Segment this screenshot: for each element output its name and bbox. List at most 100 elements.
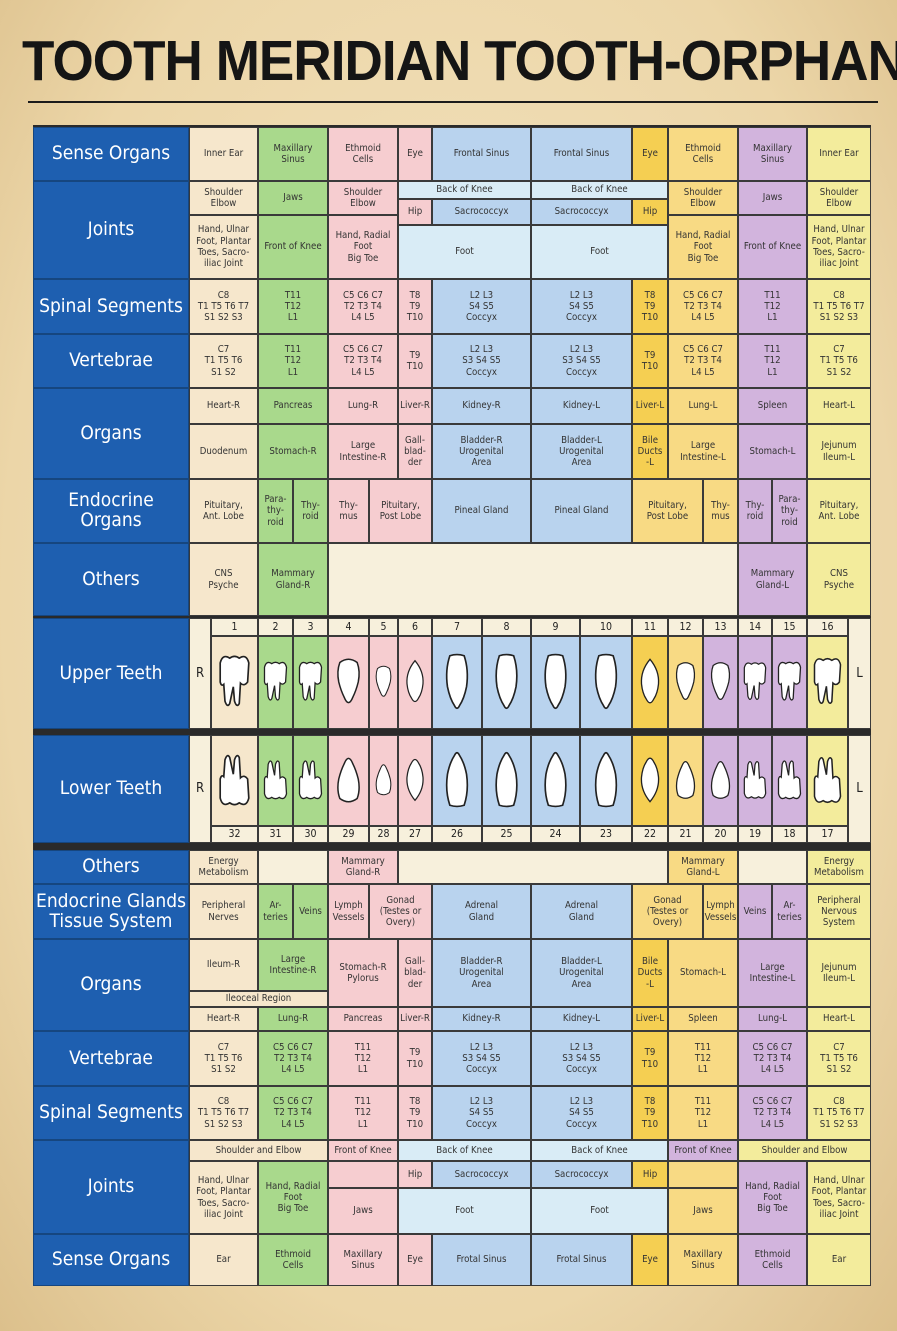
cell-v-t-9: T11 T12 L1 bbox=[738, 334, 807, 388]
cell-e-t-7: Pineal Gland bbox=[531, 479, 632, 543]
lower-tooth-icon bbox=[772, 735, 807, 826]
cell-ot-b-1: Energy Metabolism bbox=[189, 850, 258, 884]
cell-j-t-8: Shoulder Elbow bbox=[807, 181, 871, 215]
row-label-vertebrae-top: Vertebrae bbox=[33, 334, 189, 388]
cell-o-t-2: Pancreas bbox=[258, 388, 328, 424]
cell-e-b-5: Gonad (Testes or Overy) bbox=[369, 884, 432, 939]
cell-o-t-3: Lung-R bbox=[328, 388, 398, 424]
row-label-others-bottom: Others bbox=[33, 850, 189, 884]
cell-so-b-4: Eye bbox=[398, 1234, 432, 1286]
row-label-organs-bottom: Organs bbox=[33, 939, 189, 1031]
cell-e-t-4: Thy- mus bbox=[328, 479, 369, 543]
cell-s-b-10: C8 T1 T5 T6 T7 S1 S2 S3 bbox=[807, 1086, 871, 1140]
cell-j-b-6: Shoulder and Elbow bbox=[738, 1140, 871, 1161]
lower-tooth-icon bbox=[632, 735, 668, 826]
cell-j-t-11: Sacrococcyx bbox=[531, 199, 632, 225]
cell-o-b-6: Bladder-L Urogenital Area bbox=[531, 939, 632, 1007]
upper-tooth-icon bbox=[531, 636, 580, 729]
others-bottom-blank-2 bbox=[398, 850, 668, 884]
upper-tooth-number: 12 bbox=[668, 618, 703, 636]
tooth-meridian-table: Sense Organs Inner Ear Maxillary Sinus Ethm… bbox=[33, 125, 871, 1286]
cell-j-t-2: Jaws bbox=[258, 181, 328, 215]
cell-j-t-4: Back of Knee bbox=[398, 181, 531, 199]
upper-tooth-icon bbox=[668, 636, 703, 729]
cell-j-b-8: Sacrococcyx bbox=[432, 1161, 531, 1188]
cell-o-t-1: Heart-R bbox=[189, 388, 258, 424]
lower-tooth-number: 17 bbox=[807, 826, 848, 843]
cell-o-t-5: Kidney-R bbox=[432, 388, 531, 424]
upper-left-marker: L bbox=[848, 618, 871, 729]
lower-tooth-icon bbox=[531, 735, 580, 826]
upper-right-marker: R bbox=[189, 618, 211, 729]
row-label-organs-top: Organs bbox=[33, 388, 189, 479]
cell-j-t-19: Front of Knee bbox=[738, 215, 807, 279]
cell-o-b-2: Large Intestine-R bbox=[258, 939, 328, 991]
upper-tooth-number: 5 bbox=[369, 618, 398, 636]
cell-ot-b-3: Mammary Gland-L bbox=[668, 850, 738, 884]
upper-tooth-icon bbox=[258, 636, 293, 729]
cell-v-t-5: L2 L3 S3 S4 S5 Coccyx bbox=[432, 334, 531, 388]
cell-o-t-17: Bile Ducts -L bbox=[632, 424, 668, 479]
lower-tooth-icon bbox=[328, 735, 369, 826]
cell-s-b-2: C5 C6 C7 T2 T3 T4 L4 L5 bbox=[258, 1086, 328, 1140]
cell-o-b-4: Gall- blad- der bbox=[398, 939, 432, 1007]
cell-o-b-7: Bile Ducts -L bbox=[632, 939, 668, 1007]
cell-o-b-5: Bladder-R Urogenital Area bbox=[432, 939, 531, 1007]
lower-tooth-icon bbox=[703, 735, 738, 826]
lower-tooth-icon bbox=[807, 735, 848, 826]
cell-j-t-14: Front of Knee bbox=[258, 215, 328, 279]
upper-tooth-number: 8 bbox=[482, 618, 531, 636]
lower-tooth-number: 28 bbox=[369, 826, 398, 843]
page-title: TOOTH MERIDIAN TOOTH-ORPHAN CHART bbox=[22, 29, 897, 93]
upper-tooth-number: 11 bbox=[632, 618, 668, 636]
cell-e-b-1: Peripheral Nerves bbox=[189, 884, 258, 939]
cell-so-b-2: Ethmoid Cells bbox=[258, 1234, 328, 1286]
cell-o-b-20: Lung-L bbox=[738, 1007, 807, 1031]
cell-e-b-10: Veins bbox=[738, 884, 772, 939]
cell-ot-t-2: Mammary Gland-R bbox=[258, 543, 328, 616]
cell-s-t-3: C5 C6 C7 T2 T3 T4 L4 L5 bbox=[328, 279, 398, 334]
cell-v-b-3: T11 T12 L1 bbox=[328, 1031, 398, 1086]
lower-tooth-number: 21 bbox=[668, 826, 703, 843]
cell-s-b-5: L2 L3 S4 S5 Coccyx bbox=[432, 1086, 531, 1140]
cell-o-t-15: Bladder-R Urogenital Area bbox=[432, 424, 531, 479]
row-label-joints-bottom: Joints bbox=[33, 1140, 189, 1234]
cell-v-t-2: T11 T12 L1 bbox=[258, 334, 328, 388]
cell-o-t-13: Large Intestine-R bbox=[328, 424, 398, 479]
cell-e-t-12: Pituitary, Ant. Lobe bbox=[807, 479, 871, 543]
cell-s-t-2: T11 T12 L1 bbox=[258, 279, 328, 334]
cell-s-b-3: T11 T12 L1 bbox=[328, 1086, 398, 1140]
lower-tooth-number: 18 bbox=[772, 826, 807, 843]
cell-v-b-5: L2 L3 S3 S4 S5 Coccyx bbox=[432, 1031, 531, 1086]
cell-j-t-1: Shoulder Elbow bbox=[189, 181, 258, 215]
cell-e-t-10: Thy- roid bbox=[738, 479, 772, 543]
lower-tooth-icon bbox=[211, 735, 258, 826]
cell-v-t-10: C7 T1 T5 T6 S1 S2 bbox=[807, 334, 871, 388]
cell-so-t-4: Eye bbox=[398, 127, 432, 181]
cell-j-b-17: Hand, Radial Foot Big Toe bbox=[738, 1161, 807, 1234]
cell-s-t-10: C8 T1 T5 T6 T7 S1 S2 S3 bbox=[807, 279, 871, 334]
upper-tooth-icon bbox=[580, 636, 632, 729]
cell-so-b-3: Maxillary Sinus bbox=[328, 1234, 398, 1286]
cell-s-t-6: L2 L3 S4 S5 Coccyx bbox=[531, 279, 632, 334]
cell-o-b-15: Liver-R bbox=[398, 1007, 432, 1031]
cell-j-b-14: Foot bbox=[398, 1188, 531, 1234]
upper-tooth-number: 14 bbox=[738, 618, 772, 636]
cell-j-t-7: Jaws bbox=[738, 181, 807, 215]
cell-j-b-3: Back of Knee bbox=[398, 1140, 531, 1161]
lower-tooth-number: 25 bbox=[482, 826, 531, 843]
cell-j-t-15: Hand, Radial Foot Big Toe bbox=[328, 215, 398, 279]
cell-j-b-9: Sacrococcyx bbox=[531, 1161, 632, 1188]
cell-j-b-13: Jaws bbox=[328, 1188, 398, 1234]
cell-j-b-11: Hand, Ulnar Foot, Plantar Toes, Sacro- i… bbox=[189, 1161, 258, 1234]
cell-o-t-9: Spleen bbox=[738, 388, 807, 424]
cell-o-t-8: Lung-L bbox=[668, 388, 738, 424]
cell-o-b-13: Lung-R bbox=[258, 1007, 328, 1031]
lower-tooth-number: 19 bbox=[738, 826, 772, 843]
lower-tooth-number: 29 bbox=[328, 826, 369, 843]
cell-so-b-10: Ear bbox=[807, 1234, 871, 1286]
cell-j-t-20: Hand, Ulnar Foot, Plantar Toes, Sacro- i… bbox=[807, 215, 871, 279]
others-top-blank bbox=[328, 543, 738, 616]
cell-v-t-7: T9 T10 bbox=[632, 334, 668, 388]
